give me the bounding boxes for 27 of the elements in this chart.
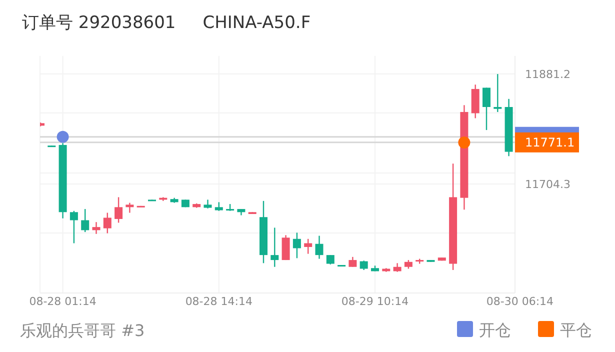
candlestick xyxy=(315,235,324,260)
legend-label: 开仓 xyxy=(479,320,511,340)
candlestick xyxy=(81,208,90,233)
candlestick xyxy=(70,210,78,244)
legend-label: 平仓 xyxy=(560,320,592,340)
x-tick-label: 08-30 06:14 xyxy=(486,295,554,308)
x-tick-label: 08-28 01:14 xyxy=(29,295,96,308)
chart-title: 订单号 292038601 CHINA-A50.F xyxy=(22,13,311,33)
text: 乐观的兵哥哥 #3 xyxy=(20,321,145,340)
candlestick xyxy=(304,238,312,254)
candlestick xyxy=(348,256,357,268)
x-tick-label: 08-29 10:14 xyxy=(341,295,409,308)
candlestick xyxy=(494,73,502,113)
candlestick xyxy=(92,221,100,235)
candlestick xyxy=(270,227,279,268)
candlestick xyxy=(292,232,301,259)
y-tick-label: 11881.2 xyxy=(525,68,570,81)
candlestick xyxy=(126,202,134,214)
ref-line-label: 11771.1 xyxy=(525,136,575,150)
candlestick xyxy=(114,196,123,224)
candlestick xyxy=(326,254,334,265)
candlestick xyxy=(482,87,490,131)
x-tick-label: 08-28 14:14 xyxy=(185,295,252,308)
candlestick xyxy=(103,212,112,234)
candlestick xyxy=(360,260,368,271)
y-tick-label: 11704.3 xyxy=(525,178,570,191)
candlestick xyxy=(282,234,290,261)
